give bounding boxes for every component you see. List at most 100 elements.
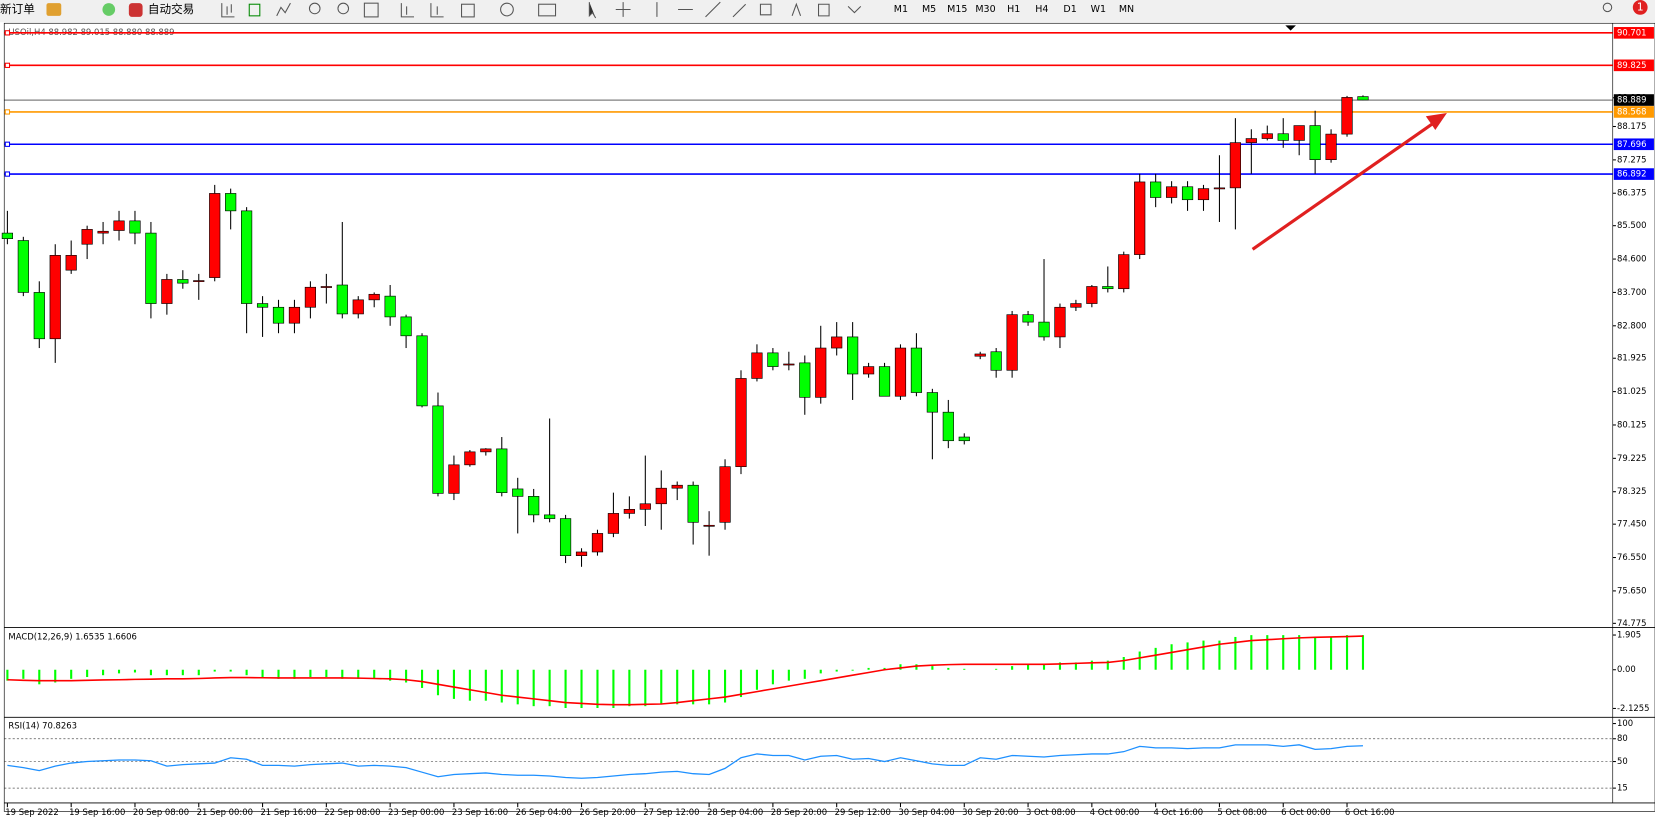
candle-body: [575, 551, 588, 556]
candle-body: [528, 496, 540, 516]
x-tick-label: 26 Sep 20:00: [579, 807, 635, 817]
level-label: 90.701: [1617, 27, 1647, 37]
candle-body: [1197, 188, 1210, 201]
level-anchor: [4, 171, 11, 177]
candle-body: [1229, 142, 1241, 189]
icon[interactable]: [461, 3, 475, 18]
candle-body: [735, 378, 747, 468]
candle-body: [1293, 125, 1305, 141]
icon[interactable]: [363, 2, 379, 18]
icon[interactable]: [1602, 2, 1613, 13]
x-tick-label: 19 Sep 16:00: [69, 807, 125, 817]
chart-frame: [3, 22, 1655, 812]
timeframe-button[interactable]: M30: [975, 4, 995, 15]
candle-body: [352, 299, 364, 315]
plot: 88.95088.17587.27586.37585.50084.60083.7…: [1, 27, 1654, 817]
icon[interactable]: [276, 2, 291, 17]
level-label-bg: [1613, 59, 1654, 72]
x-tick-label: 28 Sep 04:00: [707, 807, 763, 817]
x-tick-label: 27 Sep 12:00: [643, 807, 699, 817]
y-tick-label: 87.275: [1617, 154, 1647, 164]
candle-body: [1245, 138, 1257, 143]
candle-body: [448, 464, 460, 494]
timeframe-button[interactable]: M1: [894, 4, 908, 15]
timeframe-button[interactable]: D1: [1063, 4, 1076, 15]
x-tick-label: 29 Sep 12:00: [835, 807, 891, 817]
candle-body: [1181, 186, 1194, 201]
icon[interactable]: [588, 2, 597, 19]
notification-badge[interactable]: [1632, 0, 1648, 15]
icon[interactable]: [102, 3, 116, 16]
x-tick-label: 26 Sep 04:00: [516, 807, 572, 817]
level-label-bg: [1613, 27, 1654, 39]
icon[interactable]: [128, 3, 143, 17]
candle-body: [559, 518, 572, 556]
candle-body: [209, 193, 221, 278]
y-tick-label: 1.905: [1617, 630, 1641, 640]
candle-body: [671, 484, 683, 489]
timeframe-button[interactable]: H4: [1035, 4, 1048, 15]
candle-body: [97, 230, 109, 234]
icon[interactable]: [337, 2, 350, 15]
icon[interactable]: [430, 3, 444, 18]
candle-body: [1325, 133, 1337, 161]
icon[interactable]: [538, 3, 557, 17]
y-tick-label: 85.500: [1617, 220, 1647, 230]
notification-count[interactable]: 1: [1637, 1, 1644, 13]
y-tick-label: 78.325: [1617, 486, 1647, 496]
icon[interactable]: [791, 2, 862, 17]
icon[interactable]: [308, 2, 321, 15]
icon[interactable]: [248, 3, 261, 17]
candle-body: [607, 513, 620, 534]
x-tick-label: 5 Oct 08:00: [1217, 807, 1267, 817]
y-tick-label: 15: [1617, 783, 1628, 793]
auto-trading[interactable]: 自动交易: [148, 2, 194, 16]
candle-body: [1134, 181, 1146, 255]
icon[interactable]: [759, 3, 772, 16]
level-label: 87.696: [1617, 139, 1647, 149]
candle-body: [512, 488, 524, 497]
macd-title: MACD(12,26,9) 1.6535 1.6606: [8, 632, 136, 642]
timeframe-button[interactable]: M5: [922, 4, 936, 15]
y-tick-label: 74.775: [1617, 618, 1647, 628]
candle-body: [496, 448, 508, 493]
x-tick-label: 3 Oct 08:00: [1026, 807, 1076, 817]
x-tick-label: 4 Oct 16:00: [1154, 807, 1204, 817]
level-label-bg: [1613, 138, 1654, 151]
timeframe-button[interactable]: W1: [1091, 4, 1106, 15]
icon[interactable]: [615, 2, 631, 17]
y-tick-label: 100: [1617, 718, 1633, 728]
last-price-bg: [1613, 94, 1654, 106]
candle-body: [862, 366, 875, 375]
icon[interactable]: [656, 1, 747, 18]
icon[interactable]: [400, 3, 415, 18]
x-tick-label: 20 Sep 08:00: [133, 807, 189, 817]
candle-body: [1118, 254, 1130, 290]
candle-body: [958, 436, 970, 442]
candle-body: [81, 229, 93, 245]
rsi-title: RSI(14) 70.8263: [8, 720, 77, 730]
y-tick-label: 79.225: [1617, 453, 1647, 463]
candle-body: [1038, 321, 1050, 338]
new-order[interactable]: 新订单: [0, 2, 35, 16]
y-tick-label: 0.00: [1617, 664, 1636, 674]
candle-body: [719, 466, 731, 523]
candle-body: [113, 220, 125, 231]
icon[interactable]: [221, 3, 235, 18]
candle-body: [687, 484, 699, 523]
candle-body: [1070, 303, 1082, 308]
candle-body: [241, 210, 253, 304]
timeframe-button[interactable]: H1: [1007, 4, 1020, 15]
x-tick-label: 6 Oct 16:00: [1345, 807, 1395, 817]
y-tick-label: 82.800: [1617, 320, 1647, 330]
icon[interactable]: [500, 2, 514, 17]
timeframe-button[interactable]: MN: [1119, 4, 1134, 15]
candle-body: [831, 336, 843, 349]
candle-body: [1357, 96, 1369, 101]
candle-body: [161, 279, 173, 304]
candle-body: [910, 347, 923, 393]
y-tick-label: 75.650: [1617, 585, 1647, 595]
icon[interactable]: [46, 3, 62, 16]
timeframe-button[interactable]: M15: [947, 4, 967, 15]
